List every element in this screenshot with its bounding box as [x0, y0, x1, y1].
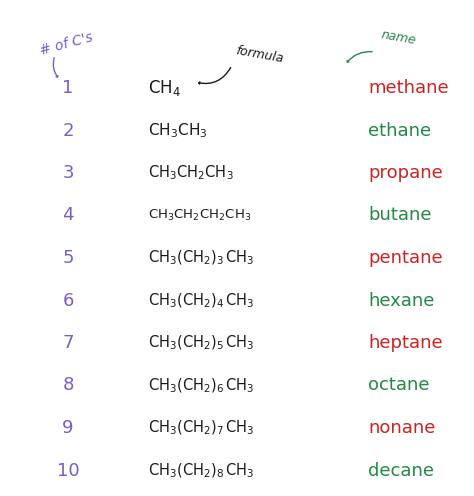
- Text: methane: methane: [368, 79, 448, 97]
- Text: 6: 6: [62, 292, 73, 310]
- Text: $\mathdefault{CH_3(CH_2)_6\,CH_3}$: $\mathdefault{CH_3(CH_2)_6\,CH_3}$: [148, 376, 255, 395]
- Text: nonane: nonane: [368, 419, 436, 437]
- Text: octane: octane: [368, 376, 429, 394]
- Text: 9: 9: [62, 419, 74, 437]
- Text: $\mathdefault{CH_3(CH_2)_4\,CH_3}$: $\mathdefault{CH_3(CH_2)_4\,CH_3}$: [148, 291, 255, 310]
- Text: 3: 3: [62, 164, 74, 182]
- Text: $\mathdefault{CH_3(CH_2)_7\,CH_3}$: $\mathdefault{CH_3(CH_2)_7\,CH_3}$: [148, 419, 255, 437]
- Text: $\mathdefault{CH_3(CH_2)_3\,CH_3}$: $\mathdefault{CH_3(CH_2)_3\,CH_3}$: [148, 249, 255, 267]
- Text: decane: decane: [368, 461, 434, 480]
- Text: # of C's: # of C's: [38, 30, 94, 58]
- Text: hexane: hexane: [368, 292, 434, 310]
- Text: 5: 5: [62, 249, 74, 267]
- Text: 2: 2: [62, 122, 74, 139]
- Text: pentane: pentane: [368, 249, 443, 267]
- Text: $\mathdefault{CH_3CH_3}$: $\mathdefault{CH_3CH_3}$: [148, 121, 208, 140]
- Text: $\mathdefault{CH_3(CH_2)_8\,CH_3}$: $\mathdefault{CH_3(CH_2)_8\,CH_3}$: [148, 461, 255, 480]
- Text: $\mathdefault{CH_3(CH_2)_5\,CH_3}$: $\mathdefault{CH_3(CH_2)_5\,CH_3}$: [148, 334, 255, 352]
- Text: 10: 10: [57, 461, 79, 480]
- Text: $\mathdefault{CH_4}$: $\mathdefault{CH_4}$: [148, 78, 181, 98]
- Text: butane: butane: [368, 206, 431, 225]
- Text: 4: 4: [62, 206, 74, 225]
- Text: $\mathdefault{CH_3CH_2CH_3}$: $\mathdefault{CH_3CH_2CH_3}$: [148, 164, 234, 183]
- Text: $\mathdefault{CH_3CH_2CH_2CH_3}$: $\mathdefault{CH_3CH_2CH_2CH_3}$: [148, 208, 251, 223]
- Text: 8: 8: [62, 376, 73, 394]
- Text: formula: formula: [235, 45, 285, 65]
- Text: heptane: heptane: [368, 334, 443, 352]
- Text: 7: 7: [62, 334, 74, 352]
- Text: propane: propane: [368, 164, 443, 182]
- Text: ethane: ethane: [368, 122, 431, 139]
- Text: name: name: [380, 29, 417, 48]
- Text: 1: 1: [62, 79, 73, 97]
